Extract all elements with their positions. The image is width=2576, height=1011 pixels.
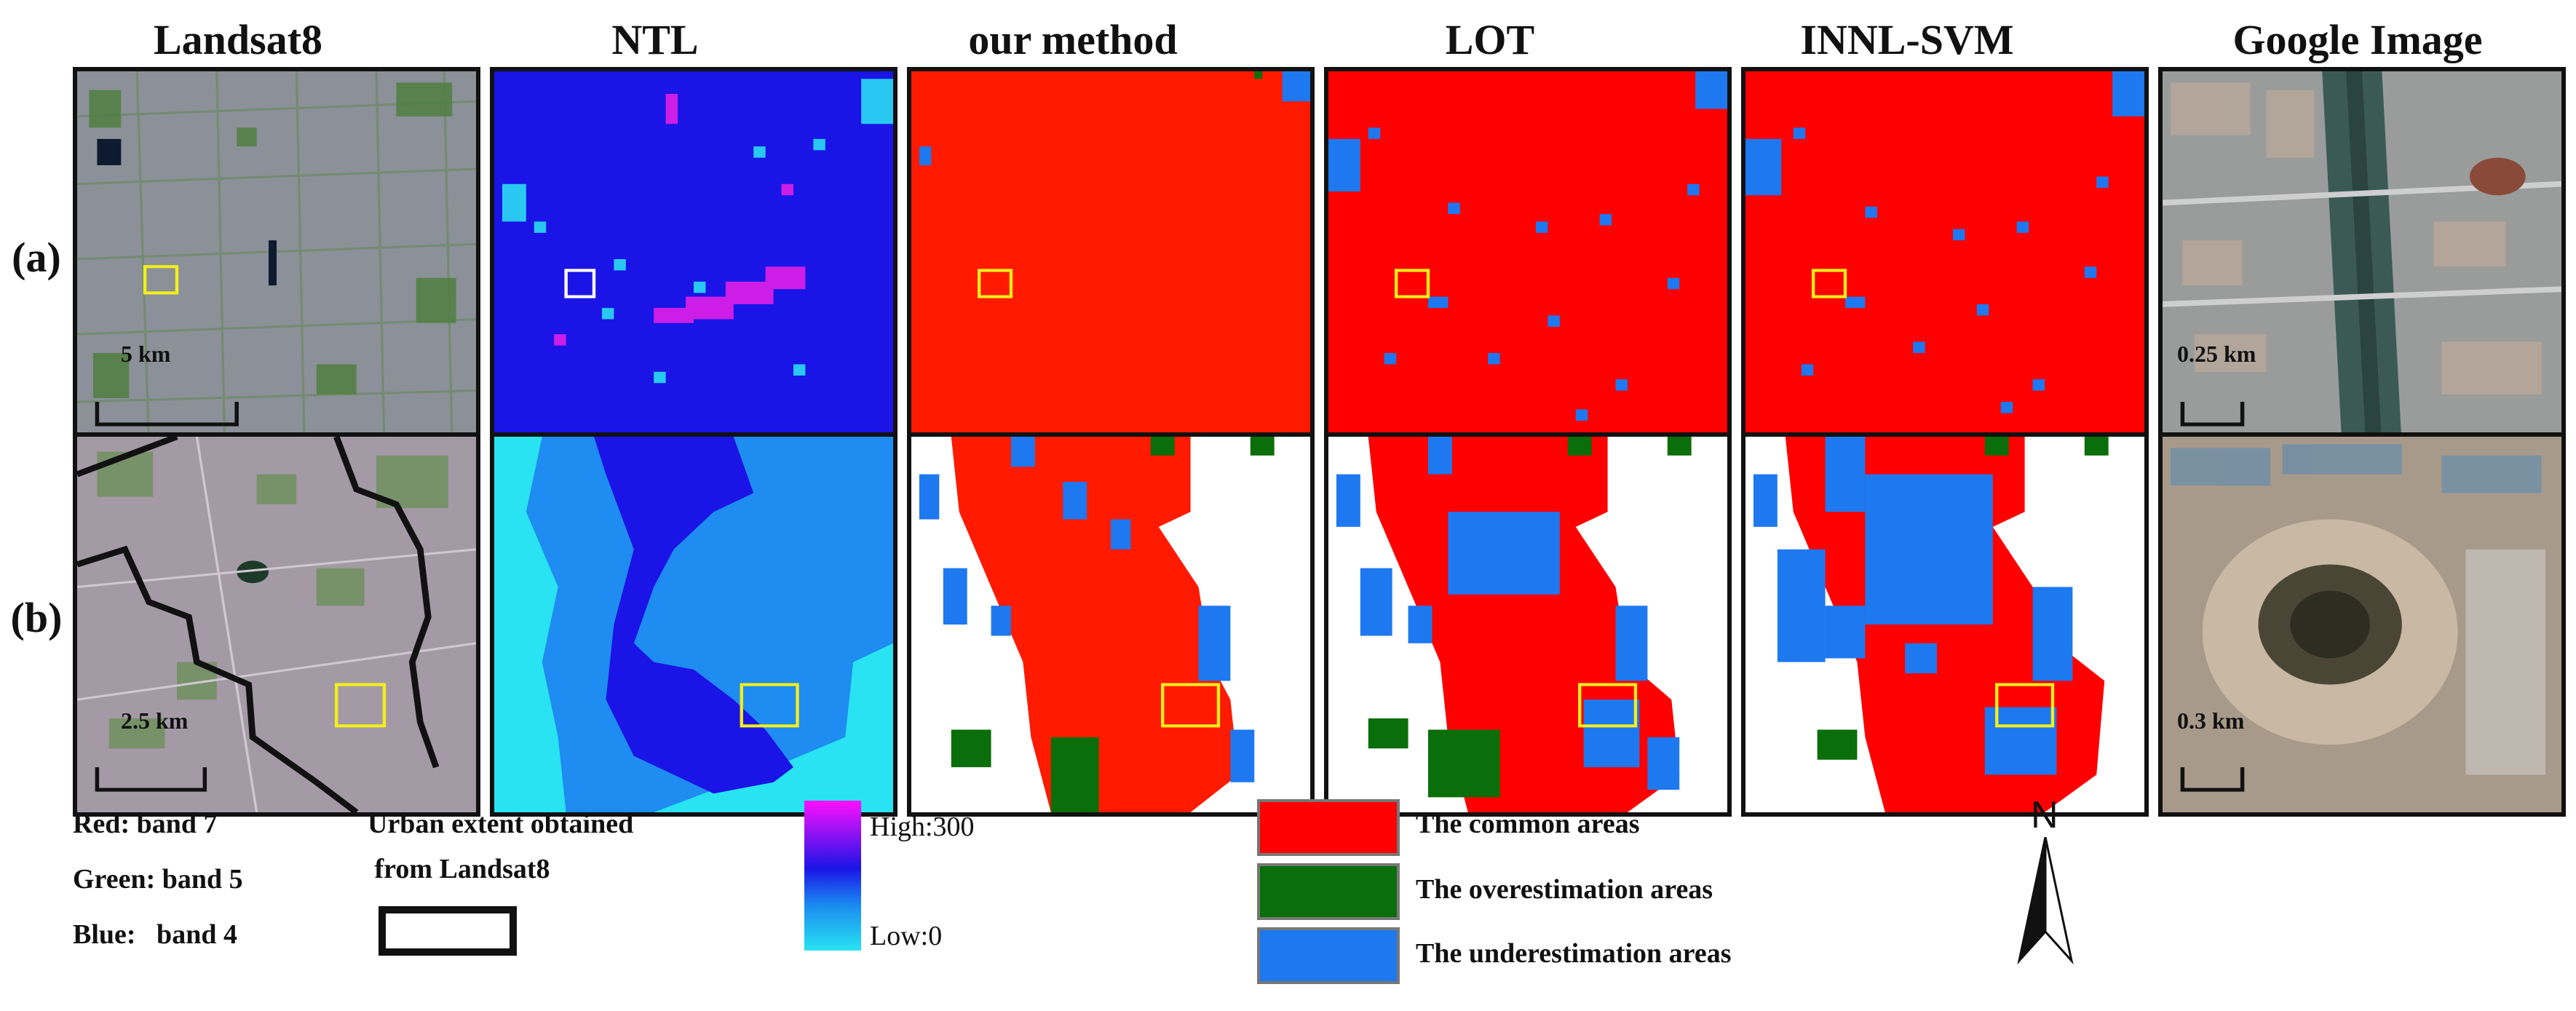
scale-label-a-landsat: 5 km: [121, 341, 171, 367]
band-legend-blue: Blue: band 4: [73, 919, 237, 950]
row-label-a: (a): [12, 234, 61, 281]
column-title-ntl: NTL: [611, 16, 699, 63]
ntl-legend-high: High:300: [870, 812, 975, 842]
innl-svm-a-map: [1745, 71, 2144, 447]
urban-extent-legend-line1: Urban extent obtained: [368, 809, 634, 839]
legend-underestimation-areas: The underestimation areas: [1416, 938, 1732, 969]
panel-b-lot: [1324, 432, 1732, 817]
ntl-b-image: [494, 437, 893, 812]
panel-b-innl-svm: [1741, 432, 2149, 817]
scale-label-a-google: 0.25 km: [2177, 341, 2256, 367]
column-title-innl-svm: INNL-SVM: [1800, 16, 2014, 63]
lot-a-map: [1328, 71, 1727, 447]
band-legend-red: Red: band 7: [73, 809, 218, 839]
ntl-gradient-bar: [804, 801, 861, 951]
scale-bar-a-landsat: [95, 402, 239, 427]
our-method-b-map: [911, 437, 1310, 812]
panel-a-ntl: [490, 67, 897, 451]
north-arrow-icon: [2017, 837, 2074, 965]
swatch-common-areas: [1257, 799, 1400, 856]
urban-extent-symbol: [379, 906, 517, 956]
column-title-landsat8: Landsat8: [153, 16, 323, 63]
panel-a-lot: [1324, 67, 1732, 451]
panel-b-google-image: 0.3 km: [2158, 432, 2566, 817]
legend-overestimation-areas: The overestimation areas: [1416, 874, 1713, 905]
panel-a-google-image: 0.25 km: [2158, 67, 2566, 451]
panel-a-innl-svm: [1741, 67, 2149, 451]
google-b-image: [2163, 437, 2561, 812]
panel-b-our-method: [907, 432, 1315, 817]
ntl-legend-low: Low:0: [870, 921, 943, 951]
our-method-a-map: [911, 71, 1310, 447]
scale-label-b-landsat: 2.5 km: [121, 707, 189, 734]
row-label-b: (b): [10, 594, 63, 641]
landsat-b-image: [77, 437, 476, 812]
panel-b-landsat8: 2.5 km: [73, 432, 480, 817]
lot-b-map: [1328, 437, 1727, 812]
urban-extent-legend-line2: from Landsat8: [368, 854, 550, 884]
column-title-google-image: Google Image: [2232, 16, 2483, 63]
north-label: N: [2031, 794, 2058, 836]
panel-b-ntl: [490, 432, 897, 817]
innl-svm-b-map: [1745, 437, 2144, 812]
landsat-a-image: [77, 71, 476, 447]
column-title-our-method: our method: [968, 16, 1178, 63]
panel-a-our-method: [907, 67, 1315, 451]
column-title-lot: LOT: [1445, 16, 1535, 63]
swatch-overestimation-areas: [1257, 863, 1400, 920]
swatch-underestimation-areas: [1257, 927, 1400, 984]
legend-common-areas: The common areas: [1416, 809, 1640, 839]
scale-label-b-google: 0.3 km: [2177, 707, 2245, 734]
google-a-image: [2163, 71, 2561, 447]
panel-a-landsat8: 5 km: [73, 67, 480, 451]
ntl-a-image: [494, 71, 893, 447]
band-legend-green: Green: band 5: [73, 864, 243, 895]
